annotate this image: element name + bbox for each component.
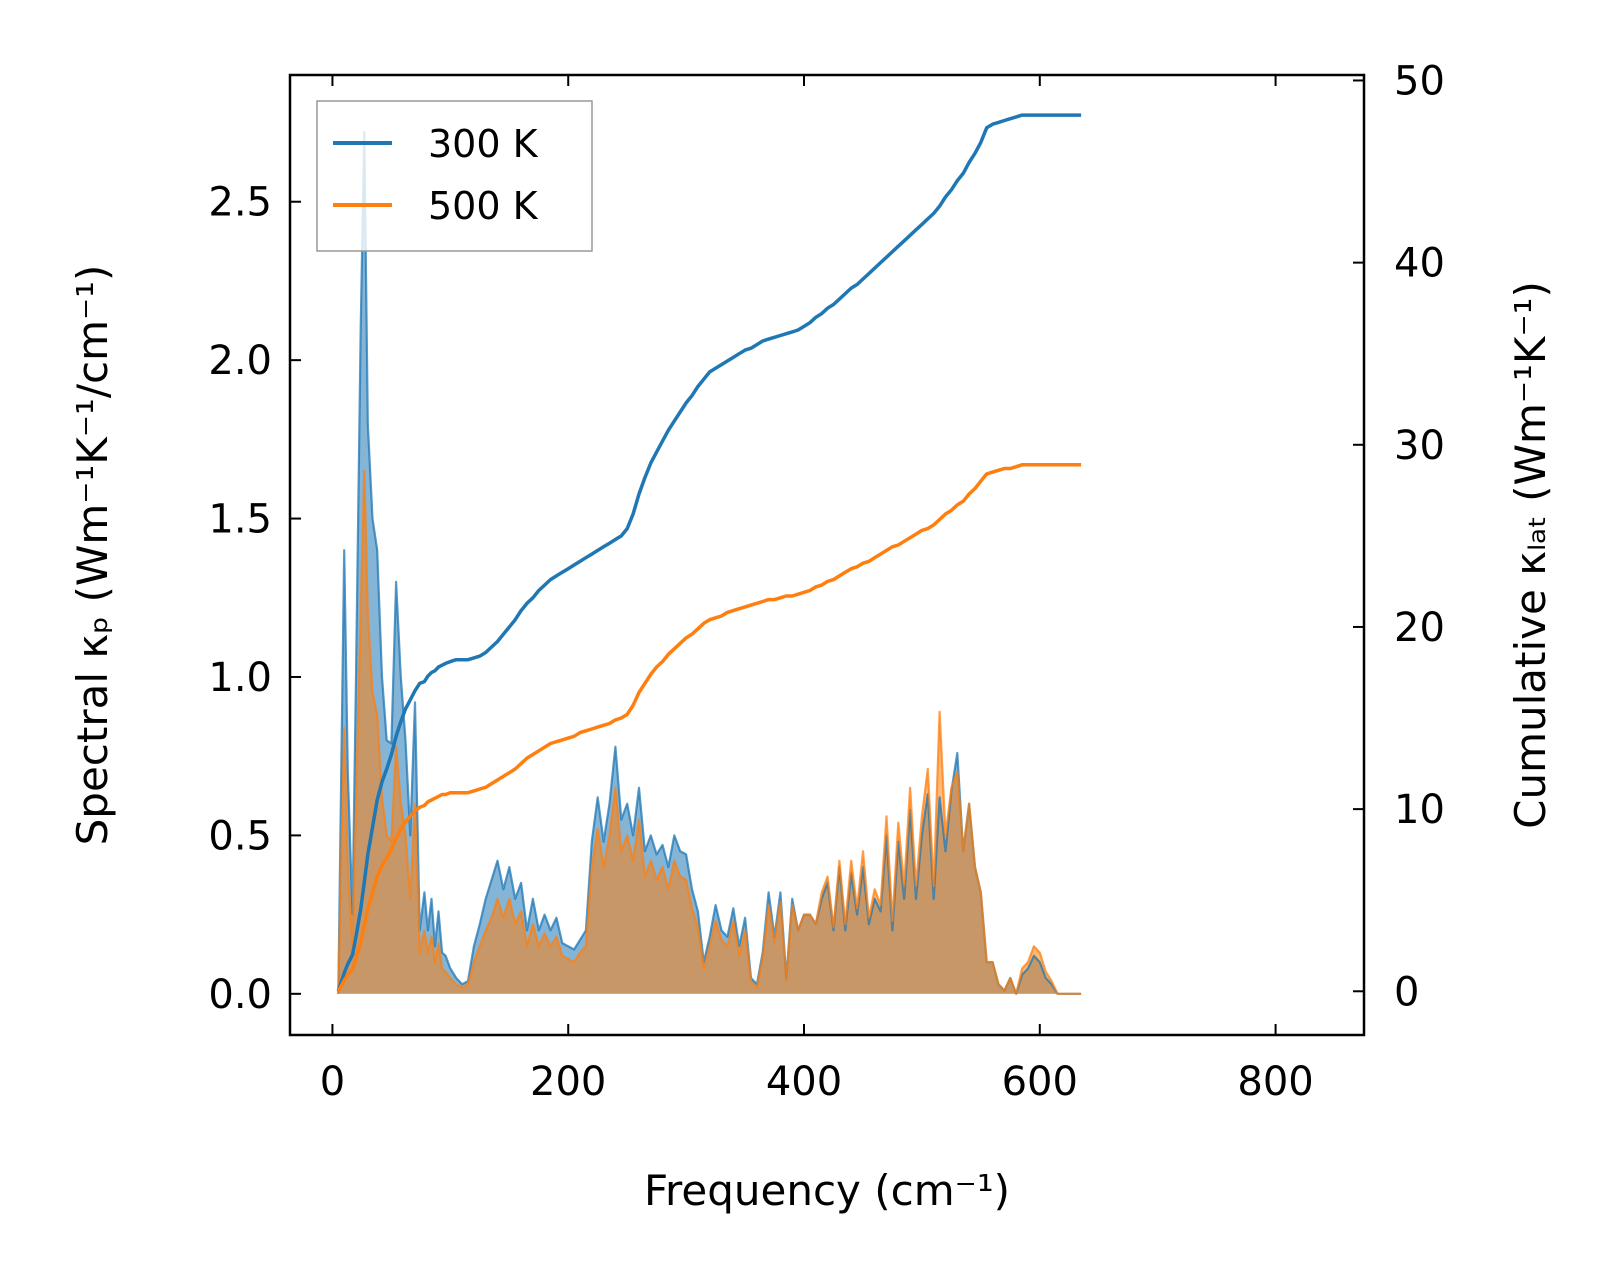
spectral-lines <box>337 130 1082 995</box>
left-y-tick-label: 2.5 <box>208 180 272 226</box>
cumulative-lines <box>336 113 1082 993</box>
cumulative-line-300k <box>336 113 1082 992</box>
left-y-tick-label: 0.0 <box>208 972 272 1018</box>
left-y-tick-label: 1.5 <box>208 497 272 543</box>
axis-ticks: 0 200 400 600 800 0.0 0.5 1.0 1.5 2.0 2.5 0 10 20 30 40… <box>208 58 1445 1105</box>
x-tick-label: 400 <box>766 1059 842 1105</box>
x-tick-label: 800 <box>1237 1059 1313 1105</box>
cumulative-line-500k <box>336 463 1082 993</box>
left-y-tick-label: 2.0 <box>208 338 272 384</box>
x-tick-label: 0 <box>320 1059 345 1105</box>
spectral-line-500k <box>337 469 1082 995</box>
x-tick-label: 600 <box>1002 1059 1078 1105</box>
left-y-tick-label: 1.0 <box>208 655 272 701</box>
right-y-tick-label: 40 <box>1394 241 1445 287</box>
legend-label-500k: 500 K <box>428 184 539 228</box>
right-y-tick-label: 30 <box>1394 423 1445 469</box>
right-y-tick-label: 50 <box>1394 58 1445 104</box>
spectral-fills <box>338 132 1082 994</box>
legend: 300 K 500 K <box>316 100 593 252</box>
right-y-tick-label: 0 <box>1394 969 1419 1015</box>
x-tick-label: 200 <box>530 1059 606 1105</box>
legend-label-300k: 300 K <box>428 122 539 166</box>
plot-frame <box>288 73 1366 1037</box>
left-y-axis-label: Spectral κₚ (Wm⁻¹K⁻¹/cm⁻¹) <box>68 265 117 846</box>
left-y-tick-label: 0.5 <box>208 813 272 859</box>
right-y-axis-label: Cumulative κₗₐₜ (Wm⁻¹K⁻¹) <box>1506 281 1555 829</box>
right-y-tick-label: 10 <box>1394 787 1445 833</box>
spectral-fill-500k <box>338 471 1082 994</box>
right-y-tick-label: 20 <box>1394 605 1445 651</box>
legend-box <box>316 100 593 252</box>
x-axis-label: Frequency (cm⁻¹) <box>644 1166 1010 1215</box>
